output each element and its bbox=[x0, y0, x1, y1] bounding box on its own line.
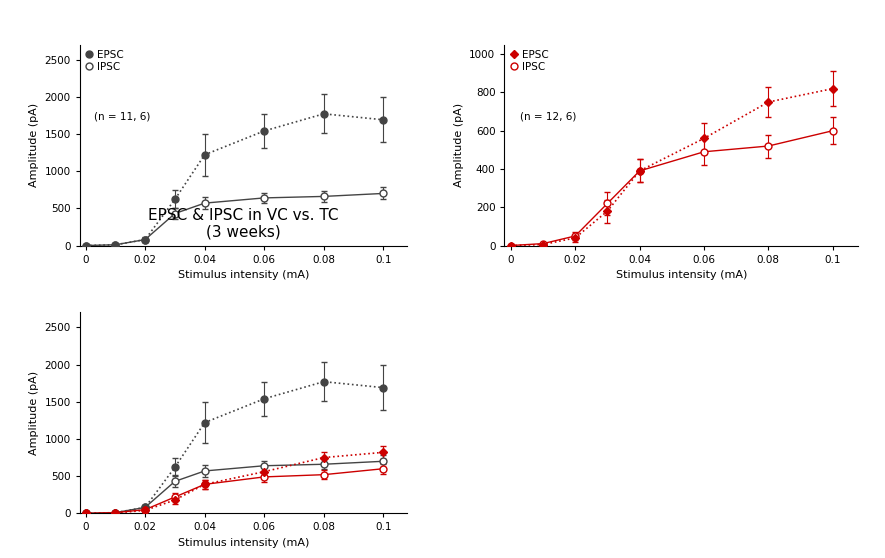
X-axis label: Stimulus intensity (mA): Stimulus intensity (mA) bbox=[616, 270, 747, 280]
Text: (n = 12, 6): (n = 12, 6) bbox=[520, 112, 577, 122]
Text: EPSC & IPSC in VC vs. TC
(3 weeks): EPSC & IPSC in VC vs. TC (3 weeks) bbox=[148, 208, 339, 240]
Y-axis label: Amplitude (pA): Amplitude (pA) bbox=[29, 371, 39, 455]
Text: (n = 11, 6): (n = 11, 6) bbox=[95, 112, 150, 122]
Legend: EPSC, IPSC: EPSC, IPSC bbox=[510, 50, 549, 72]
Legend: EPSC, IPSC: EPSC, IPSC bbox=[85, 50, 124, 72]
Y-axis label: Amplitude (pA): Amplitude (pA) bbox=[454, 103, 464, 187]
X-axis label: Stimulus intensity (mA): Stimulus intensity (mA) bbox=[178, 538, 309, 548]
X-axis label: Stimulus intensity (mA): Stimulus intensity (mA) bbox=[178, 270, 309, 280]
Y-axis label: Amplitude (pA): Amplitude (pA) bbox=[29, 103, 39, 187]
